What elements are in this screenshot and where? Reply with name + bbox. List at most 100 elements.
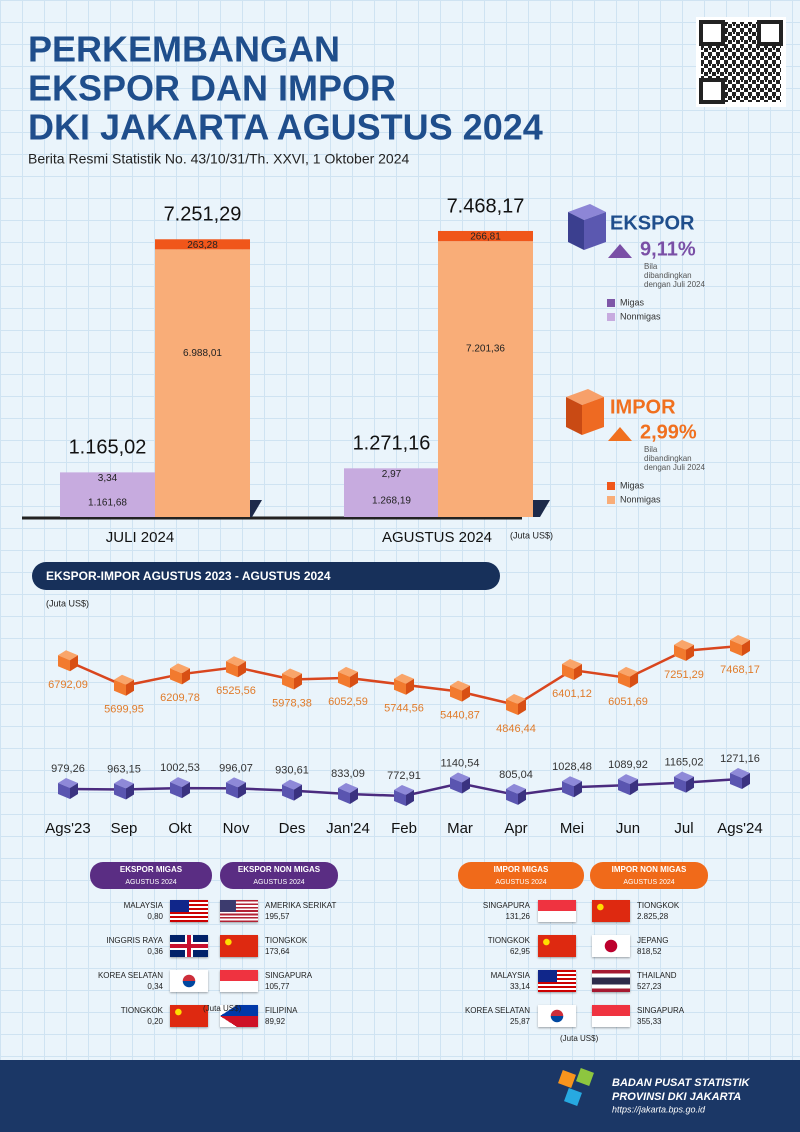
marker-top [114,778,134,789]
flag [592,1005,630,1027]
marker-right [630,671,638,688]
marker-left [114,783,126,800]
marker [114,674,134,696]
marker-right [238,661,246,678]
marker-left [730,640,742,656]
flag [538,900,576,922]
marker-left [394,678,406,695]
value-label: 4846,44 [496,723,536,735]
legend-label: Migas [620,480,645,490]
rank-country: TIONGKOK [265,936,308,945]
value-label: 5440,87 [440,710,480,722]
marker-top [282,779,302,790]
marker-top [58,650,78,661]
x-tick-label: Okt [168,820,192,837]
marker-right [406,678,414,695]
marker-left [562,781,574,798]
x-tick-label: Ags'24 [717,820,762,837]
rank-country: JEPANG [637,936,669,945]
x-tick-label: Nov [223,820,250,837]
value-label: 5978,38 [272,697,312,709]
rank-title: EKSPOR MIGAS [120,865,183,874]
value-label: 1140,54 [441,757,480,769]
marker [58,777,78,799]
marker-right [126,679,134,696]
marker [674,639,694,661]
x-tick-label: Jun [616,820,640,837]
marker-top [562,659,582,670]
footer-url: https://jakarta.bps.go.id [612,1104,706,1114]
rank-country: TIONGKOK [120,1006,163,1015]
legend-label: Nonmigas [620,494,661,504]
legend-swatch [607,482,615,490]
rank-country: THAILAND [637,971,677,980]
rank-value: 62,95 [509,947,530,956]
segment-label: 263,28 [187,240,218,251]
x-tick-label: Ags'23 [45,820,90,837]
value-label: 5699,95 [104,704,144,716]
marker-left [562,664,574,681]
marker [394,785,414,806]
marker-top [506,694,526,704]
marker-left [618,671,630,688]
flag [170,935,208,957]
stack-name: IMPOR [610,396,676,418]
rank-title: IMPOR MIGAS [494,865,549,874]
value-label: 6792,09 [48,679,88,691]
flag [592,900,630,922]
rank-header [220,862,338,889]
title-line: PERKEMBANGAN [28,29,340,70]
marker-top [114,674,134,685]
x-tick-label: Jan'24 [326,820,370,837]
legend-swatch [607,299,615,307]
segment-label: 7.201,36 [466,344,505,355]
x-tick-label: Mei [560,820,584,837]
marker-top [730,635,750,645]
marker-left [394,790,406,806]
rank-title: IMPOR NON MIGAS [612,865,687,874]
marker-right [742,773,750,789]
marker [170,777,190,799]
marker-top [170,777,190,788]
category-label: JULI 2024 [106,529,174,546]
marker-left [114,679,126,696]
marker-top [226,656,246,667]
marker-left [618,779,630,796]
marker-right [630,779,638,796]
marker-top [618,774,638,785]
marker-right [294,673,302,690]
rank-country: SINGAPURA [482,901,530,910]
marker-top [338,666,358,677]
marker [618,666,638,688]
segment-label: 1.161,68 [88,497,127,508]
unit-label: (Juta US$) [510,530,553,540]
marker-top [674,639,694,650]
rank-country: MALAYSIA [490,971,530,980]
bar-segment [155,239,250,250]
footer-org: BADAN PUSAT STATISTIK [612,1077,751,1089]
legend-label: Migas [620,297,645,307]
total-label: 1.165,02 [69,437,147,459]
rank-country: FILIPINA [265,1006,298,1015]
marker-top [394,673,414,684]
ranks-unit: (Juta US$) [203,1004,242,1013]
unit-label: (Juta US$) [46,598,89,608]
marker [394,673,414,695]
rank-country: TIONGKOK [487,936,530,945]
footer-band [0,1060,800,1132]
marker-top [506,783,526,794]
rank-value: 0,36 [147,947,163,956]
rank-country: KOREA SELATAN [464,1006,530,1015]
rank-subtitle: AGUSTUS 2024 [623,879,674,886]
flag [170,970,208,992]
x-tick-label: Des [279,820,306,837]
change-note: Bila dibandingkan dengan Juli 2024 [644,445,705,472]
marker-left [338,787,350,804]
marker-right [406,790,414,806]
flag [592,970,630,992]
bar-segment [155,249,250,517]
value-label: 979,26 [51,763,85,775]
rank-value: 25,87 [509,1017,530,1026]
marker [506,783,526,805]
